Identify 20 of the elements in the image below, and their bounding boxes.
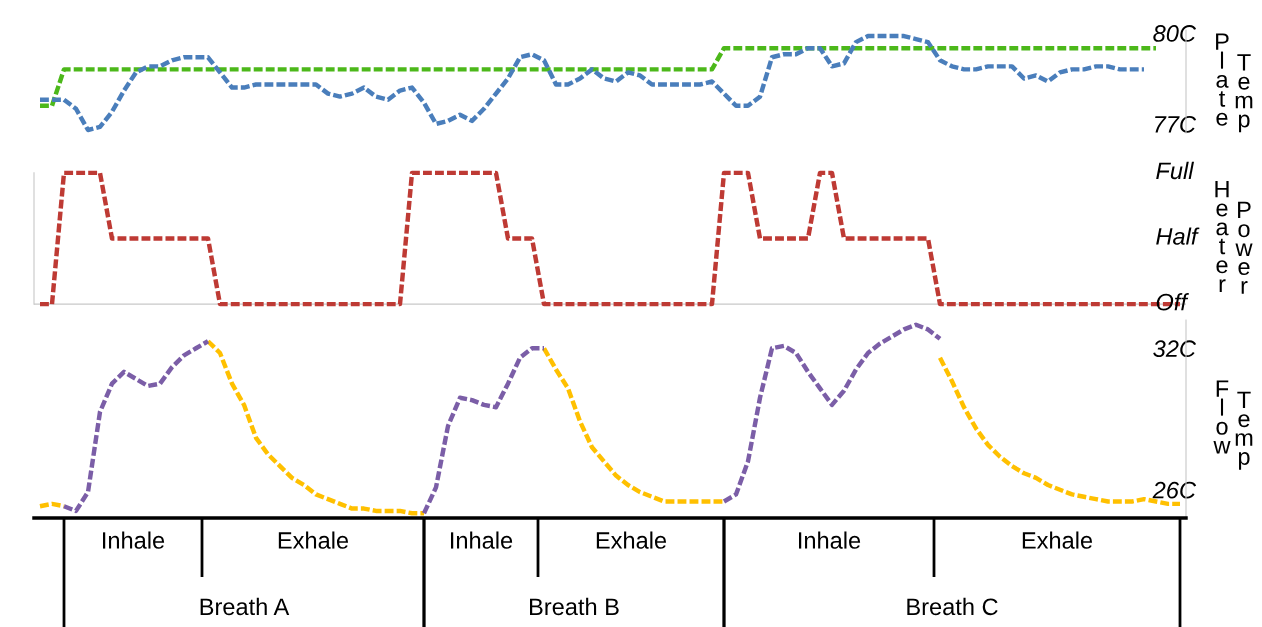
- text: Breath C: [907, 597, 998, 616]
- text: Breath B: [530, 597, 619, 616]
- text: Inhale: [799, 531, 861, 549]
- annotation: Half: [1156, 227, 1200, 245]
- text: Exhale: [1022, 531, 1093, 549]
- text: Inhale: [451, 531, 513, 549]
- text: Inhale: [103, 531, 165, 549]
- y-tick-label: 32C: [1153, 340, 1197, 358]
- annotation: Full: [1156, 161, 1195, 180]
- text: Heater Power: [1215, 181, 1253, 294]
- y-tick-label: 80C: [1153, 25, 1197, 42]
- text: Plate Temp: [1216, 33, 1253, 133]
- line-series: [37, 33, 1147, 133]
- y-tick-label: 26C: [1152, 481, 1197, 499]
- text: Exhale: [278, 531, 349, 549]
- annotation: Off: [1156, 293, 1189, 311]
- text: Breath A: [200, 597, 290, 616]
- text: Flow Temp: [1213, 380, 1253, 470]
- text: Exhale: [596, 531, 667, 549]
- y-tick-label: 77C: [1155, 115, 1197, 133]
